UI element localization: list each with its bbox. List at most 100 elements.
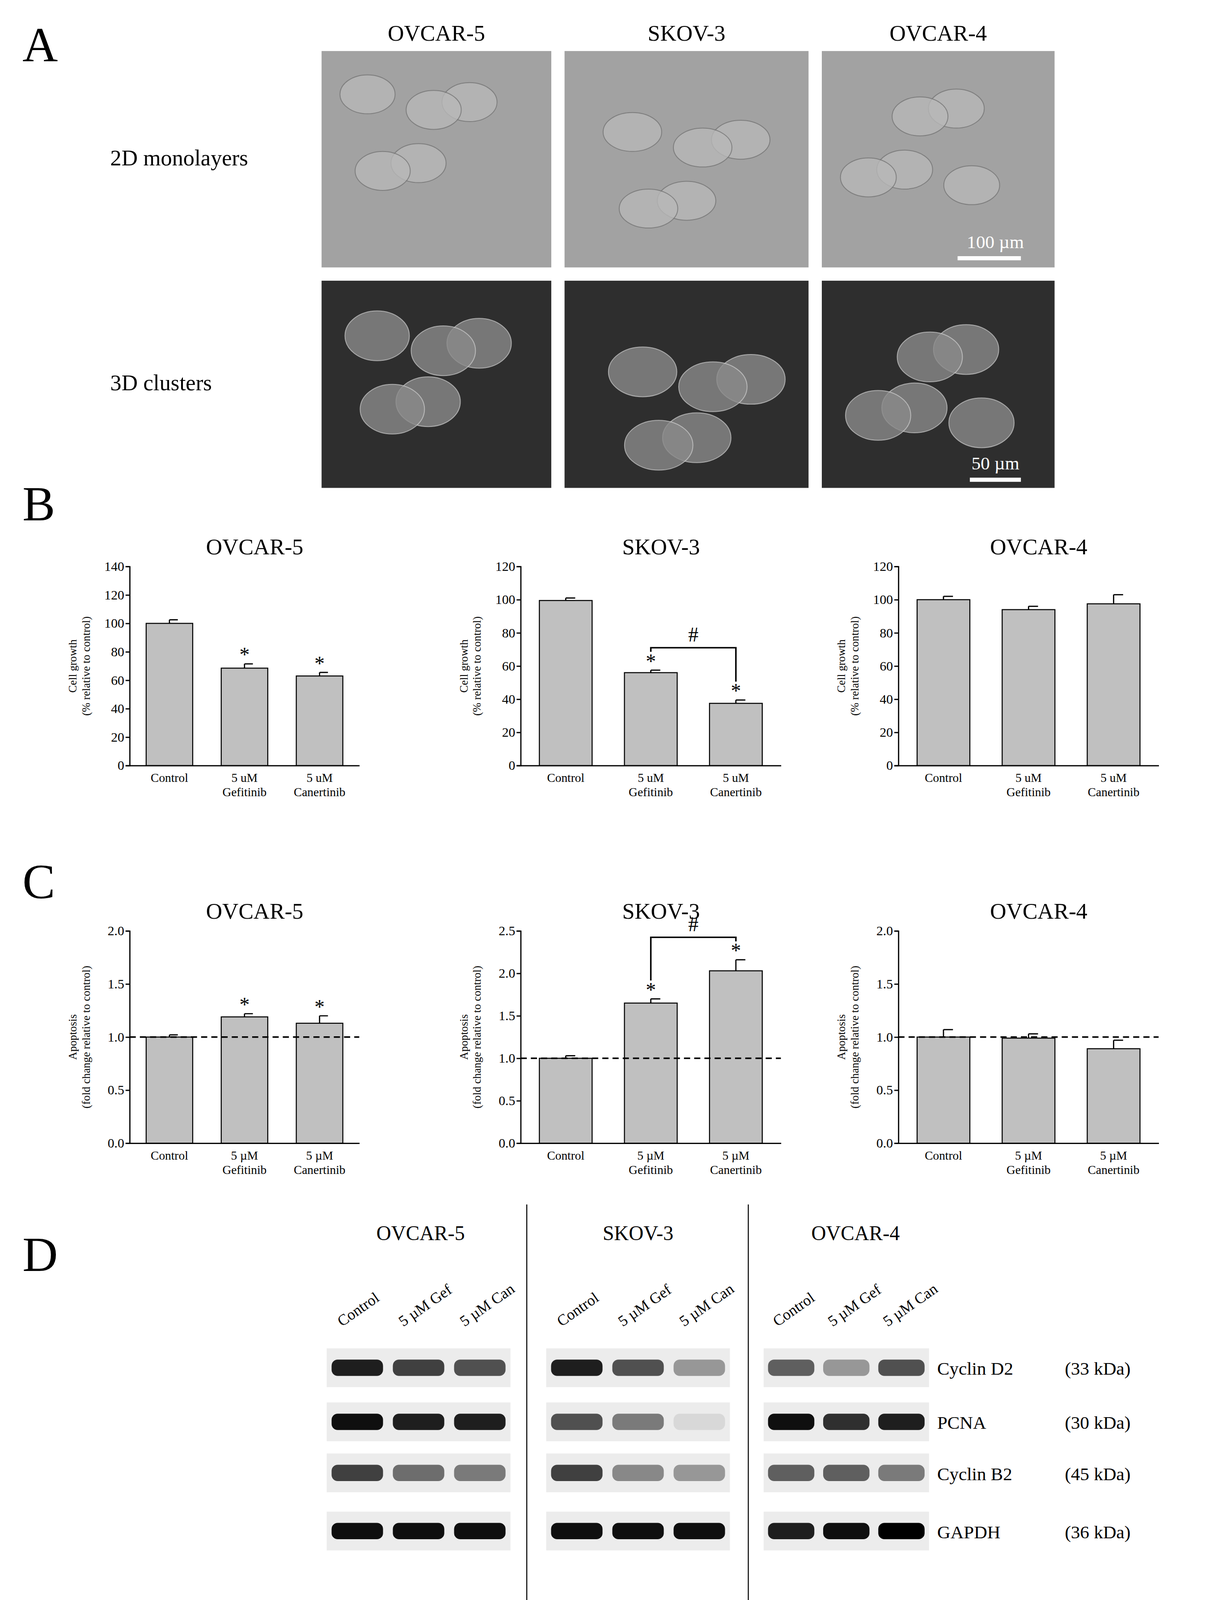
significance-marker: * [314,995,325,1019]
row-label: 3D clusters [110,370,212,396]
x-tick-label-line: 5 uM [306,771,333,785]
y-axis-title: Apoptosis(fold change relative to contro… [835,965,862,1109]
y-tick-line [125,1142,130,1145]
blot-band [768,1464,815,1482]
bar [296,676,343,766]
error-bar-stem [942,1029,945,1038]
x-tick-label-line: 5 µM [305,1149,334,1163]
x-tick-label-line: Canertinib [1087,785,1140,800]
blot-strip [326,1511,511,1551]
chart: OVCAR-5020406080100120140Control5 uMGefi… [66,534,360,800]
y-tick-line [516,731,521,734]
significance-marker: * [730,679,741,703]
blot-band [768,1413,815,1431]
chart-title: OVCAR-4 [989,534,1088,560]
x-tick-label: Control [924,771,963,785]
x-tick-label-line: Control [546,771,585,785]
y-axis-title-line: (% relative to control) [80,616,93,716]
y-tick-label: 0 [886,758,893,773]
y-axis-title: Cell growth(% relative to control) [457,616,484,716]
y-tick-line [125,651,130,653]
y-tick: 0.0 [876,1136,899,1151]
x-tick-label-line: Canertinib [710,785,762,800]
y-tick: 120 [104,587,130,603]
error-bar [1113,1040,1124,1049]
chart-title: SKOV-3 [621,534,700,560]
x-axis: Control5 µMGefitinib5 µMCanertinib [898,1143,1159,1177]
y-axis: 020406080100120 [495,559,521,773]
y-tick: 1.0 [107,1030,130,1045]
significance-marker: * [314,652,325,676]
x-tick-label-line: Gefitinib [222,785,267,800]
bar [221,668,268,766]
bar [1087,604,1141,766]
micrograph [564,50,809,268]
x-tick-label-line: Control [150,1149,189,1163]
protein-label: Cyclin B2 [937,1463,1013,1485]
y-tick-label: 100 [873,592,894,607]
error-bar [169,619,178,624]
y-tick-line [894,599,899,601]
reference-line [129,1036,360,1038]
error-bar [943,1029,953,1038]
x-tick-label: Control [150,771,189,785]
x-tick-label-line: 5 µM [1014,1149,1043,1163]
bar [624,672,678,766]
x-tick: Control [150,771,189,785]
y-tick-line [125,708,130,710]
y-tick-label: 80 [502,625,516,641]
y-tick: 20 [502,725,521,740]
cell-shape [603,112,662,152]
bar [624,1003,678,1144]
error-bar-stem [1027,1034,1030,1039]
y-axis-title-line: (fold change relative to control) [470,965,484,1109]
y-axis-line [894,931,899,1144]
chart-title: OVCAR-4 [989,898,1088,924]
lane-label: Control [334,1289,382,1330]
y-tick-label: 60 [110,673,125,688]
panel-label: A [22,17,58,72]
blot-band [612,1413,664,1431]
x-axis: Control 5 uMGefitinib 5 uMCanertinib [520,765,782,800]
blot-band [768,1359,815,1377]
bar [221,1017,268,1144]
x-tick-label: 5 uMCanertinib [710,771,762,800]
error-bar-cap [1113,1039,1124,1041]
x-tick-label-line: Canertinib [293,785,346,800]
y-tick-line [125,680,130,682]
micrograph [821,280,1055,488]
x-tick: 5 uMCanertinib [1087,771,1140,800]
y-tick-line [516,599,521,601]
x-tick-label-line: Gefitinib [628,785,673,800]
blot-strip [546,1402,731,1442]
significance-marker: * [645,978,656,1002]
y-axis-title-line: Cell growth [835,639,848,694]
bar [1087,1048,1141,1144]
cell-shape [845,390,911,441]
x-tick-label: 5 uMGefitinib [1006,771,1051,800]
bar [709,703,763,766]
x-tick-label-line: 5 µM [1099,1149,1128,1163]
blot-band [768,1523,815,1540]
cell-shape [673,127,732,167]
y-tick: 140 [104,559,130,574]
cell-shape [678,362,748,412]
y-axis: 0.00.51.01.52.0 [107,923,131,1151]
chart: SKOV-3 020406080100120 Control 5 uMGefitini… [457,534,782,800]
y-axis: 0.00.51.01.52.02.5 [498,923,521,1151]
x-tick: Control [924,771,963,785]
protein-size-label: (33 kDa) [1064,1358,1131,1379]
y-tick-line [125,1090,130,1092]
scale-bar-label: 100 µm [966,231,1024,253]
y-axis-title-line: (% relative to control) [470,616,484,716]
blot-strip [763,1402,930,1442]
protein-size-label: (45 kDa) [1064,1463,1131,1485]
x-tick-label: Control [546,771,585,785]
y-axis-title: Apoptosis(fold change relative to contro… [66,965,93,1109]
cell-shape [840,157,897,197]
x-tick-label-line: 5 uM [637,771,664,785]
cell-shape [345,311,410,361]
y-tick-label: 60 [879,659,893,674]
column-label: SKOV-3 [647,20,726,46]
x-tick: 5 uMGefitinib [222,771,267,800]
